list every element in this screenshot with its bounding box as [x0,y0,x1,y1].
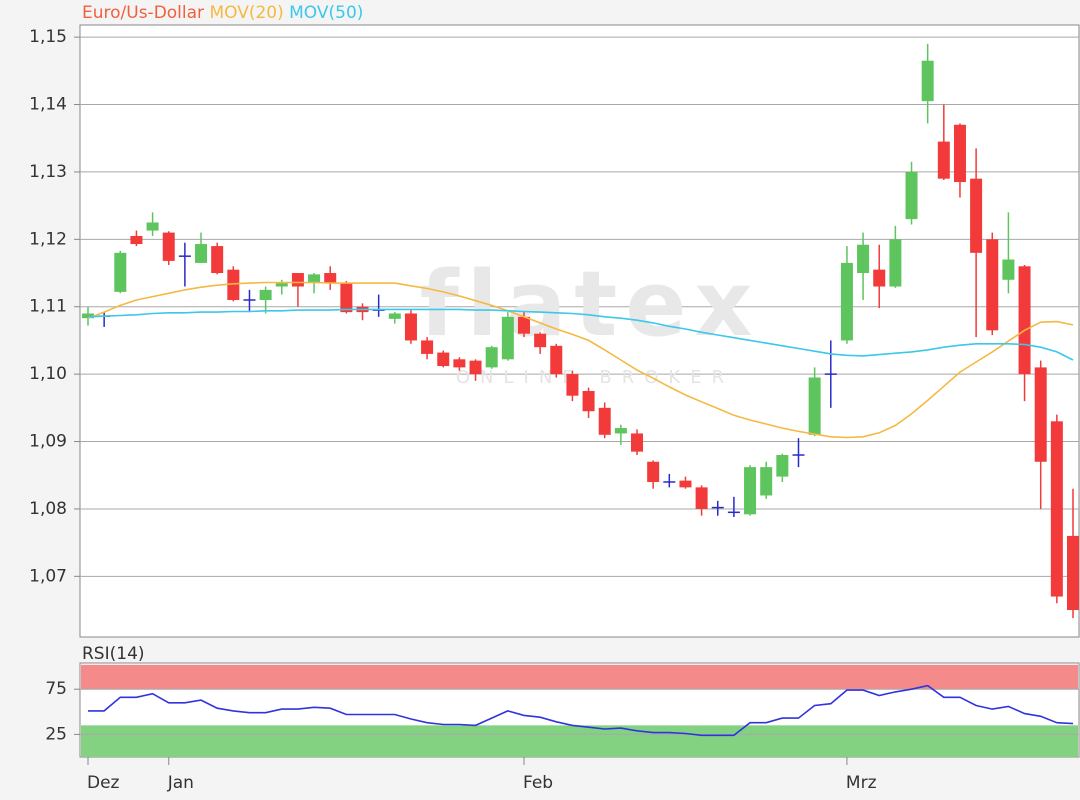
candle-body [1050,421,1063,597]
rsi-title: RSI(14) [82,644,145,664]
y-tick-label: 1,14 [29,95,67,115]
candle-body [291,273,304,287]
candle-body [453,359,466,368]
x-tick-label: Mrz [846,773,877,793]
y-tick-label: 1,15 [29,27,67,47]
y-tick-label: 1,10 [29,364,67,384]
candle-body [614,428,627,434]
y-tick-label: 1,12 [29,229,67,249]
price-plot-area [79,24,1080,638]
candle-body [162,232,175,261]
candle-body [340,283,353,313]
candle-body [421,340,434,354]
candle-body [517,316,530,334]
candle-body [953,124,966,183]
layer: 1,07 1,08 1,09 1,10 1,11 1,12 1,13 1,14 1,15 25 75… [29,27,1079,793]
zone [81,664,1078,690]
candle-body [130,235,143,245]
chart-title: Euro/Us-Dollar [82,3,204,23]
candle-body [469,360,482,375]
candle-body [114,252,127,292]
candle-body [485,347,498,368]
candle-body [695,487,708,509]
candle-body [970,178,983,253]
candle-body [550,345,563,375]
candle-body [873,269,886,287]
candle-body [582,390,595,412]
candle-body [905,171,918,220]
candle-body [146,222,159,231]
zone [81,725,1078,757]
x-tick-label: Dez [87,773,120,793]
candle-body [1067,535,1079,611]
candle-body [259,289,272,300]
legend-entry: MOV(20) [209,3,283,23]
series-line [87,308,1074,361]
candle-body [921,60,934,102]
candle-body [679,480,692,488]
y-tick-label: 25 [45,724,67,744]
candle-body [275,283,288,287]
candle-body [82,313,94,319]
candle-body [195,244,208,263]
candle-body [388,313,401,319]
y-tick-label: 1,13 [29,162,67,182]
candle-body [437,352,450,367]
candle-body [1002,259,1015,280]
candle-body [227,269,240,300]
y-tick-label: 1,09 [29,432,67,452]
y-tick-label: 1,11 [29,297,67,317]
candle-body [840,262,853,341]
candle-body [808,377,821,435]
candle-body [631,433,644,452]
candle-body [566,374,579,396]
candle-body [986,239,999,331]
candle-body [501,316,514,360]
candle-body [889,239,902,287]
candle-body [857,244,870,274]
candle-body [760,467,773,496]
y-tick-label: 1,07 [29,566,67,586]
series-line [87,281,1074,439]
y-tick-label: 1,08 [29,499,67,519]
legend-entry: MOV(50) [289,3,363,23]
y-tick-label: 75 [45,679,67,699]
candle-body [308,274,321,284]
candle-body [404,313,417,341]
candle-body [211,246,224,274]
candle-body [1018,266,1031,375]
candle-body [744,467,757,515]
x-tick-label: Jan [167,773,194,793]
candle-body [776,455,789,477]
candle-body [647,461,660,482]
candle-body [1034,367,1047,462]
watermark-tagline: ONLINE BROKER [456,367,734,388]
legend: Euro/Us-Dollar MOV(20) MOV(50) [82,3,363,23]
candle-body [598,407,611,435]
candle-body [937,141,950,179]
series-line [88,684,1074,737]
candle-body [534,333,547,348]
x-tick-label: Feb [523,773,553,793]
candle-body [324,273,337,284]
